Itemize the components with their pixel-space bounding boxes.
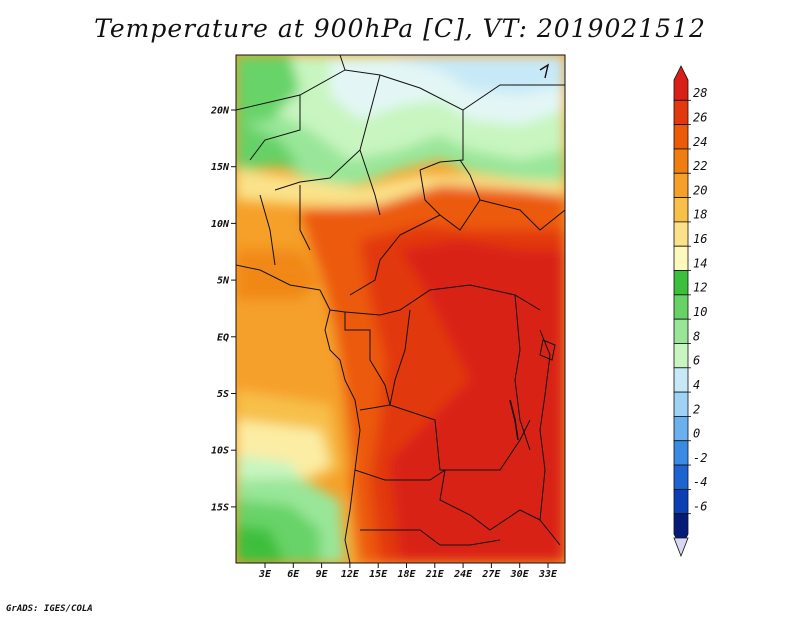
lat-label: 20N	[210, 106, 230, 117]
lat-label: 10S	[211, 446, 229, 457]
lon-label: 27E	[481, 569, 501, 580]
colorbar-label: 12	[693, 281, 707, 295]
chart-title: Temperature at 900hPa [C], VT: 201902151…	[94, 14, 706, 43]
colorbar-swatch	[673, 488, 689, 515]
colorbar-swatch	[673, 245, 689, 271]
colorbar-swatch	[673, 416, 689, 442]
lon-label: 30E	[510, 569, 530, 580]
colorbar-label: 8	[693, 329, 700, 343]
colorbar-swatch	[673, 367, 689, 393]
colorbar-label: 26	[693, 110, 707, 124]
lon-label: 6E	[287, 569, 300, 580]
lon-label: 3E	[258, 569, 272, 580]
colorbar-label: 18	[693, 208, 707, 222]
colorbar-label: 4	[693, 378, 700, 392]
longitude-axis: 3E 6E 9E 12E 15E 18E 21E 24E 27E 30E 33E	[258, 563, 558, 580]
colorbar-swatch	[673, 172, 689, 198]
colorbar-swatch	[673, 270, 689, 296]
temperature-field	[236, 55, 565, 563]
country-borders	[236, 55, 565, 563]
lon-label: 24E	[453, 569, 473, 580]
lon-label: 15E	[369, 569, 388, 580]
colorbar-swatch	[673, 99, 689, 126]
lon-label: 21E	[425, 569, 445, 580]
colorbar-label: 20	[693, 183, 707, 197]
lat-label: 15S	[211, 502, 229, 513]
colorbar-label: -2	[693, 451, 707, 465]
colorbar-label: -4	[693, 475, 707, 489]
colorbar-tail	[673, 537, 689, 558]
colorbar-swatch	[673, 294, 689, 320]
colorbar-swatch	[673, 124, 689, 150]
colorbar-swatch	[673, 440, 689, 466]
lat-label: 5N	[217, 276, 230, 287]
colorbar-swatch	[673, 464, 689, 490]
lon-label: 33E	[538, 569, 558, 580]
colorbar-label: 6	[693, 354, 700, 368]
colorbar-swatch	[673, 391, 689, 417]
colorbar-swatch	[673, 148, 689, 174]
colorbar-label: 28	[693, 86, 707, 100]
credit-label: GrADS: IGES/COLA	[6, 604, 93, 614]
colorbar-swatch	[673, 221, 689, 247]
colorbar-top-arrow	[673, 65, 689, 101]
map-frame	[235, 54, 566, 564]
lat-label: 5S	[217, 389, 229, 400]
colorbar-label: 10	[693, 305, 707, 319]
colorbar-label: 24	[693, 135, 707, 149]
lat-label: 10N	[211, 219, 230, 230]
lon-label: 12E	[341, 569, 360, 580]
colorbar-label: 2	[693, 402, 700, 416]
colorbar-swatch	[673, 197, 689, 223]
colorbar-label: 14	[693, 256, 707, 270]
colorbar-label: 22	[693, 159, 707, 173]
latitude-axis: 20N 15N 10N 5N EQ 5S 10S 15S	[210, 106, 236, 513]
lat-label: 15N	[211, 162, 230, 173]
lon-label: 9E	[316, 569, 329, 580]
colorbar-swatch	[673, 343, 689, 369]
colorbar-swatch	[673, 318, 689, 344]
lon-label: 18E	[397, 569, 416, 580]
lat-label: EQ	[217, 332, 229, 343]
colorbar-label: 0	[693, 427, 700, 441]
colorbar-label: -6	[693, 500, 707, 514]
colorbar-label: 16	[693, 232, 707, 246]
